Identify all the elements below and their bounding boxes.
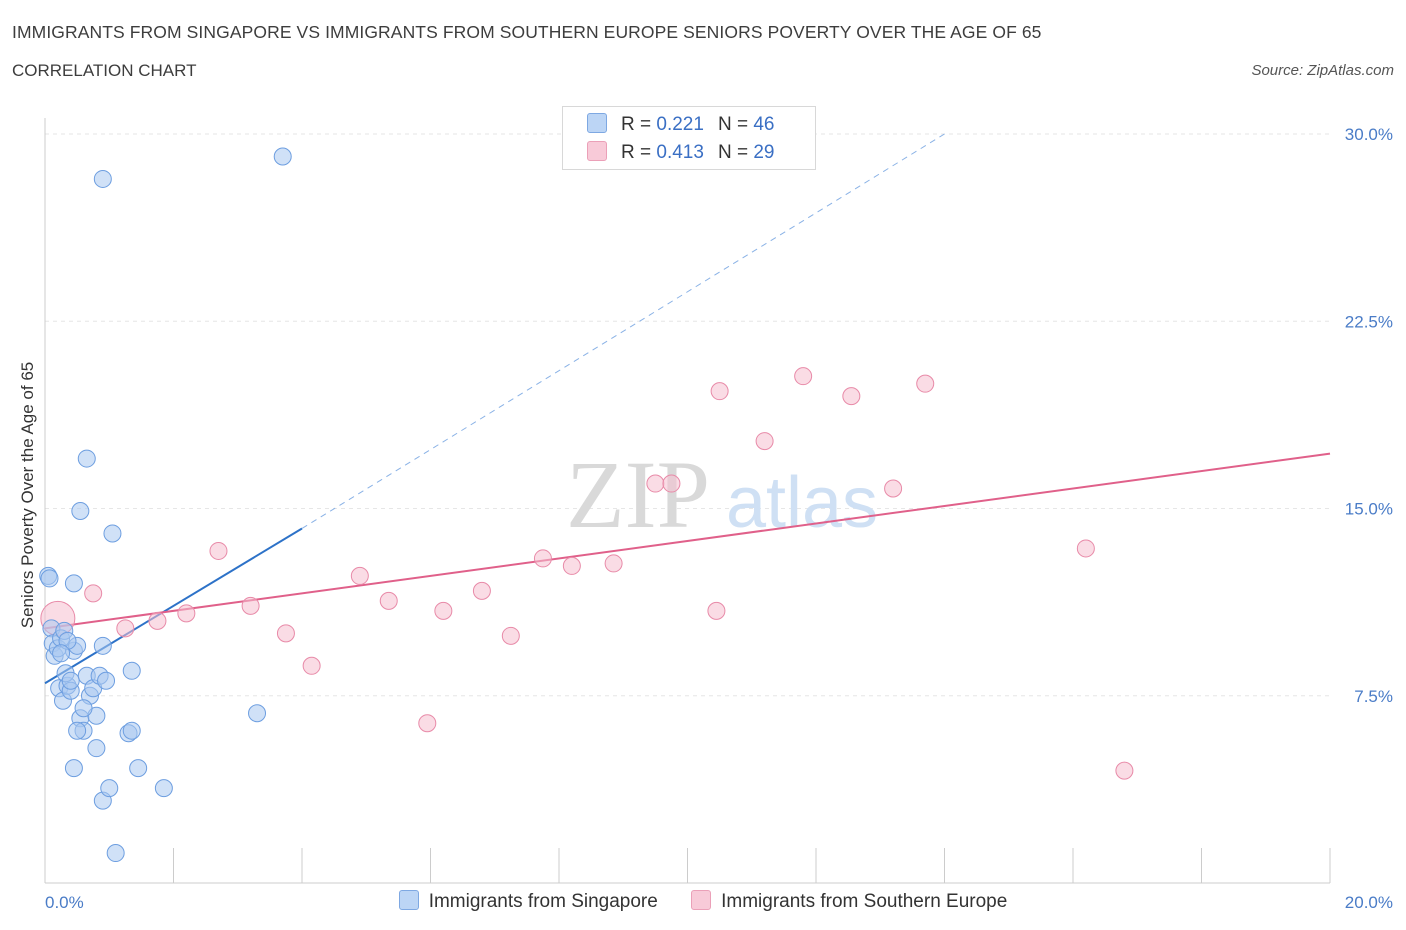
- legend-n-label: N =: [717, 114, 749, 135]
- point-singapore: [40, 569, 59, 588]
- legend-r-label: R =: [621, 114, 652, 135]
- point-southern-europe: [916, 374, 935, 393]
- point-southern-europe: [350, 566, 369, 585]
- point-singapore: [93, 169, 112, 188]
- point-southern-europe: [472, 581, 491, 600]
- point-southern-europe: [604, 554, 623, 573]
- point-singapore: [74, 699, 93, 718]
- trend-lines: [44, 133, 1331, 685]
- point-singapore: [87, 739, 106, 758]
- point-southern-europe: [276, 624, 295, 643]
- point-southern-europe: [84, 584, 103, 603]
- point-southern-europe: [501, 626, 520, 645]
- y-axis-label: Seniors Poverty Over the Age of 65: [18, 362, 37, 628]
- point-southern-europe: [710, 382, 729, 401]
- point-singapore: [64, 759, 83, 778]
- watermark-atlas: atlas: [726, 463, 878, 543]
- point-singapore: [122, 721, 141, 740]
- axes: [44, 118, 1331, 884]
- point-southern-europe: [177, 604, 196, 623]
- trend-line-southern-europe: [44, 452, 1331, 630]
- point-singapore: [248, 704, 267, 723]
- legend-swatch-singapore: [587, 113, 607, 133]
- legend-r-label: R =: [621, 142, 652, 163]
- trend-line-singapore-extension: [301, 133, 945, 529]
- point-southern-europe: [562, 556, 581, 575]
- series-legend: Immigrants from Singapore Immigrants fro…: [0, 890, 1406, 913]
- legend-n-value-singapore: 46: [753, 114, 775, 135]
- point-singapore: [71, 501, 90, 520]
- data-points: [39, 147, 1134, 863]
- y-tick-label-3: 30.0%: [1345, 125, 1393, 144]
- legend-r-value-singapore: 0.221: [656, 114, 704, 135]
- point-southern-europe: [884, 479, 903, 498]
- point-singapore: [68, 721, 87, 740]
- legend-swatch-southern-europe: [587, 141, 607, 161]
- y-tick-label-1: 15.0%: [1345, 500, 1393, 519]
- point-singapore: [122, 661, 141, 680]
- watermark: ZIP atlas: [566, 441, 878, 548]
- point-singapore: [103, 524, 122, 543]
- point-southern-europe: [646, 474, 665, 493]
- point-southern-europe: [302, 656, 321, 675]
- point-singapore: [154, 779, 173, 798]
- legend-row-southern-europe: R = 0.413 N = 29: [587, 141, 774, 165]
- point-southern-europe: [116, 619, 135, 638]
- series-legend-singapore: Immigrants from Singapore: [398, 890, 658, 913]
- grid-lines: [45, 133, 1330, 697]
- legend-r-value-southern-europe: 0.413: [656, 142, 704, 163]
- legend-n-label: N =: [717, 142, 749, 163]
- point-southern-europe: [794, 367, 813, 386]
- x-tick-label-0: 0.0%: [45, 893, 84, 912]
- point-southern-europe: [148, 611, 167, 630]
- point-southern-europe: [209, 541, 228, 560]
- watermark-zip: ZIP: [566, 441, 710, 548]
- y-tick-label-2: 22.5%: [1345, 312, 1393, 331]
- point-southern-europe: [434, 601, 453, 620]
- series-swatch-southern-europe: [691, 890, 712, 910]
- point-singapore: [61, 671, 80, 690]
- point-southern-europe: [1076, 539, 1095, 558]
- point-singapore: [64, 574, 83, 593]
- point-singapore: [273, 147, 292, 166]
- point-singapore: [100, 779, 119, 798]
- correlation-legend: R = 0.221 N = 46 R = 0.413 N = 29: [562, 106, 816, 170]
- point-southern-europe: [707, 601, 726, 620]
- point-singapore: [106, 844, 125, 863]
- series-label-southern-europe: Immigrants from Southern Europe: [721, 891, 1008, 912]
- x-tick-label-1: 20.0%: [1345, 893, 1393, 912]
- series-label-singapore: Immigrants from Singapore: [428, 891, 658, 912]
- point-southern-europe: [755, 432, 774, 451]
- series-legend-southern-europe: Immigrants from Southern Europe: [691, 890, 1007, 913]
- point-southern-europe: [842, 387, 861, 406]
- point-singapore: [77, 449, 96, 468]
- point-southern-europe: [379, 591, 398, 610]
- legend-n-value-southern-europe: 29: [753, 142, 775, 163]
- legend-row-singapore: R = 0.221 N = 46: [587, 113, 774, 137]
- chart-title: IMMIGRANTS FROM SINGAPORE VS IMMIGRANTS …: [12, 22, 1042, 42]
- point-singapore: [129, 759, 148, 778]
- series-swatch-singapore: [398, 890, 419, 910]
- point-southern-europe: [533, 549, 552, 568]
- point-southern-europe: [1115, 761, 1134, 780]
- source-label: Source: ZipAtlas.com: [1251, 62, 1394, 79]
- y-tick-label-0: 7.5%: [1354, 687, 1393, 706]
- point-southern-europe: [662, 474, 681, 493]
- tick-labels: 7.5% 15.0% 22.5% 30.0% 0.0% 20.0%: [45, 125, 1393, 912]
- chart-subtitle: CORRELATION CHART: [12, 61, 197, 80]
- trend-line-singapore: [44, 527, 303, 685]
- point-singapore: [97, 671, 116, 690]
- point-singapore: [93, 636, 112, 655]
- point-singapore: [52, 644, 71, 663]
- point-southern-europe: [241, 596, 260, 615]
- point-southern-europe: [418, 714, 437, 733]
